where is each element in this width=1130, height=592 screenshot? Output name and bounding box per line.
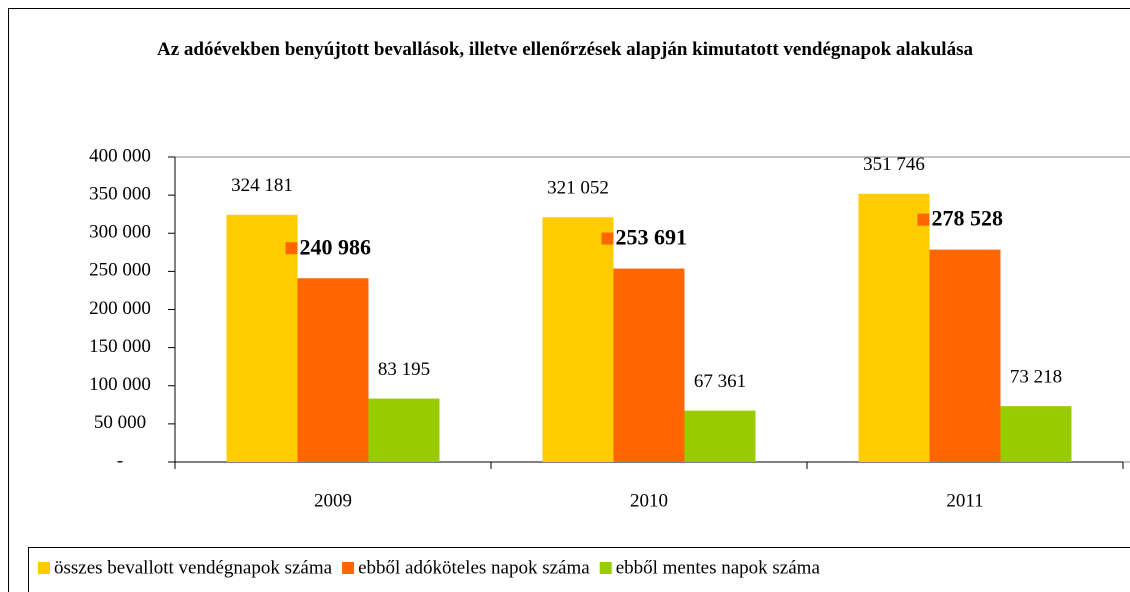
legend-label: ebből mentes napok száma	[616, 557, 821, 578]
data-label: 73 218	[1010, 367, 1062, 388]
data-label: 351 746	[863, 154, 925, 175]
bar	[613, 268, 685, 462]
bar	[542, 217, 614, 462]
label-marker	[285, 242, 298, 255]
data-label: 240 986	[300, 234, 372, 259]
y-tick-label: 250 000	[89, 260, 151, 281]
legend-swatch	[599, 562, 612, 574]
chart-title: Az adóévekben benyújtott bevallások, ill…	[157, 39, 973, 60]
legend-border	[28, 547, 1130, 592]
data-label: 278 528	[932, 206, 1004, 231]
bar	[929, 249, 1001, 462]
bar	[226, 214, 298, 462]
bar	[858, 193, 930, 462]
legend-swatch	[38, 562, 50, 574]
data-label: 324 181	[231, 175, 293, 196]
bar	[297, 278, 369, 462]
y-tick-label: 300 000	[89, 222, 151, 243]
legend-label: ebből adóköteles napok száma	[358, 557, 590, 578]
bar	[1000, 406, 1072, 462]
y-tick-label: 350 000	[89, 183, 151, 204]
y-tick-label: 50 000	[94, 412, 146, 433]
label-marker	[601, 232, 614, 245]
chart-border	[8, 8, 1130, 592]
label-marker	[917, 213, 930, 226]
data-label: 83 195	[378, 359, 430, 380]
y-tick-label: 100 000	[89, 374, 151, 395]
y-tick-label: 200 000	[89, 298, 151, 319]
bar	[684, 410, 756, 462]
y-tick-label: -	[117, 450, 123, 471]
y-tick-label: 400 000	[89, 145, 151, 166]
data-label: 67 361	[694, 371, 746, 392]
legend-label: összes bevallott vendégnapok száma	[54, 557, 333, 578]
bar	[368, 398, 440, 462]
x-tick-label: 2009	[314, 490, 352, 511]
y-tick-label: 150 000	[89, 336, 151, 357]
x-tick-label: 2010	[630, 490, 668, 511]
data-label: 253 691	[616, 225, 688, 250]
x-tick-label: 2011	[946, 490, 983, 511]
legend-swatch	[342, 562, 355, 574]
data-label: 321 052	[547, 178, 609, 199]
